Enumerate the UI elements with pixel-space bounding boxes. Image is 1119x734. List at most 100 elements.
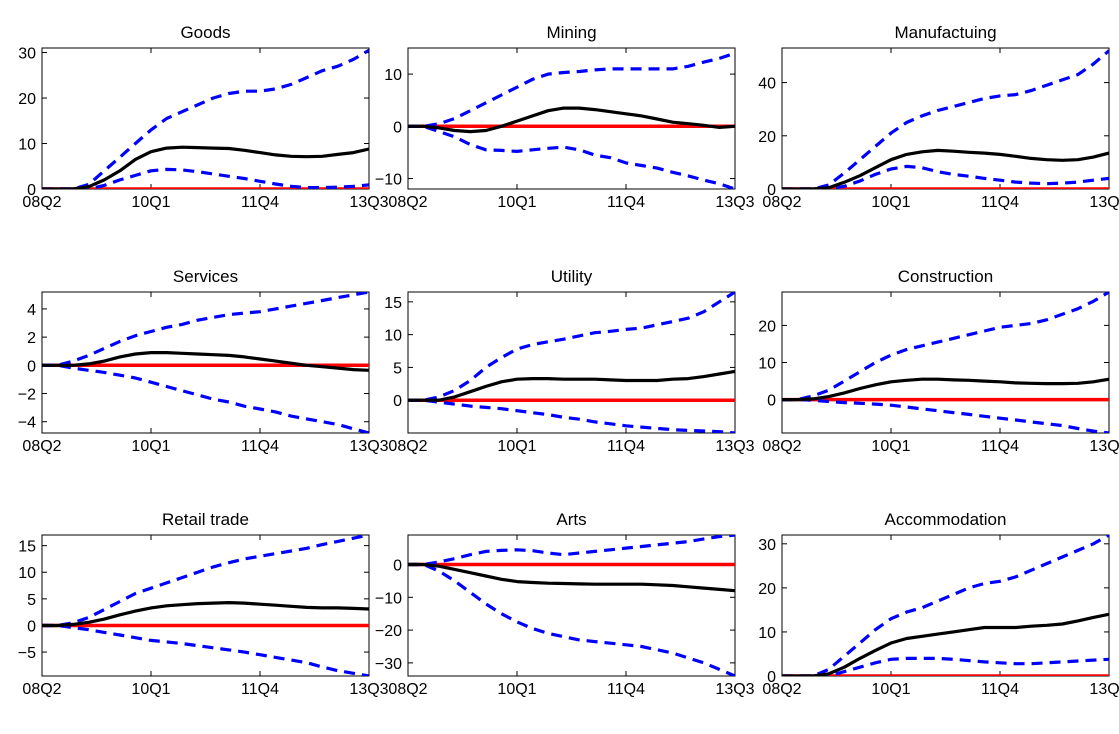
subplot-0: Goods 08Q2 10Q1 11Q4 13Q3 0 10 20 30	[18, 23, 388, 211]
y-tick-label: 15	[18, 539, 36, 556]
upper-band-line	[408, 51, 735, 128]
x-tick-label: 11Q4	[607, 438, 645, 455]
axes-box	[781, 534, 1110, 677]
y-tick-label: 4	[27, 302, 36, 319]
x-tick-label: 08Q2	[762, 438, 801, 455]
upper-band-line	[42, 48, 369, 189]
subplot-5: Construction 08Q2 10Q1 11Q4 13Q3 0 10 20	[758, 267, 1119, 455]
y-tick-label: −5	[18, 645, 36, 662]
upper-band-line	[782, 292, 1109, 402]
x-tick-label: 10Q1	[131, 194, 170, 211]
x-tick-label: 13Q3	[349, 681, 388, 698]
series-group	[408, 292, 735, 433]
series-group	[408, 535, 735, 676]
y-tick-label: −2	[18, 387, 36, 404]
subplot-2: Manufactuing 08Q2 10Q1 11Q4 13Q3 0 20 40	[758, 23, 1119, 211]
subplot-4: Utility 08Q2 10Q1 11Q4 13Q3 0 5 10 15	[384, 267, 754, 455]
y-tick-label: 20	[758, 581, 776, 598]
subplot-title: Retail trade	[162, 510, 249, 529]
estimate-line	[408, 106, 735, 134]
series-group	[42, 48, 369, 189]
x-tick-label: 13Q3	[349, 194, 388, 211]
series-group	[782, 292, 1109, 433]
x-tick-label: 11Q4	[981, 194, 1019, 211]
axes-box	[41, 47, 370, 190]
lower-band-line	[42, 167, 369, 189]
x-tick-label: 13Q3	[1089, 438, 1119, 455]
subplot-title: Mining	[546, 23, 596, 42]
subplot-title: Manufactuing	[894, 23, 996, 42]
subplot-6: Retail trade 08Q2 10Q1 11Q4 13Q3 −5 0 5 10 15	[18, 510, 389, 698]
x-tick-label: 11Q4	[607, 194, 645, 211]
upper-band-line	[408, 535, 735, 567]
estimate-line	[42, 145, 369, 189]
upper-band-line	[782, 49, 1109, 189]
y-tick-label: 0	[767, 669, 776, 686]
y-tick-label: 5	[27, 592, 36, 609]
y-tick-label: 40	[758, 76, 776, 93]
subplot-3: Services 08Q2 10Q1 11Q4 13Q3 −4 −2 0 2 4	[18, 267, 389, 455]
estimate-line	[42, 351, 369, 372]
lower-band-line	[782, 164, 1109, 189]
x-tick-label: 10Q1	[131, 438, 170, 455]
series-group	[782, 535, 1109, 676]
x-tick-label: 08Q2	[762, 681, 801, 698]
x-tick-label: 11Q4	[241, 438, 279, 455]
y-tick-label: 20	[758, 318, 776, 335]
x-tick-label: 13Q3	[715, 438, 754, 455]
x-tick-label: 11Q4	[241, 681, 279, 698]
y-tick-label: 30	[18, 46, 36, 63]
x-tick-label: 10Q1	[871, 681, 910, 698]
y-tick-label: 20	[18, 91, 36, 108]
subplot-title: Accommodation	[885, 510, 1007, 529]
axes-box	[41, 534, 370, 677]
series-group	[42, 535, 369, 676]
upper-band-line	[42, 535, 369, 628]
x-tick-label: 13Q3	[1089, 681, 1119, 698]
y-tick-label: 0	[393, 119, 402, 136]
lower-band-line	[408, 124, 735, 189]
y-tick-label: 2	[27, 330, 36, 347]
y-tick-label: 10	[18, 565, 36, 582]
y-tick-label: 0	[27, 358, 36, 375]
series-group	[408, 51, 735, 189]
lower-band-line	[782, 398, 1109, 433]
y-tick-label: 20	[758, 129, 776, 146]
estimate-line	[408, 369, 735, 402]
x-tick-label: 10Q1	[497, 194, 536, 211]
x-tick-label: 10Q1	[871, 438, 910, 455]
x-tick-label: 08Q2	[22, 194, 61, 211]
y-tick-label: 0	[27, 618, 36, 635]
axes-box	[407, 47, 736, 190]
y-tick-label: −20	[375, 623, 402, 640]
y-tick-label: 0	[767, 393, 776, 410]
x-tick-label: 11Q4	[981, 681, 1019, 698]
estimate-line	[782, 148, 1109, 189]
subplot-1: Mining 08Q2 10Q1 11Q4 13Q3 −10 0 10	[375, 23, 755, 211]
y-tick-label: 0	[27, 182, 36, 199]
lower-band-line	[42, 623, 369, 676]
subplot-title: Construction	[898, 267, 993, 286]
y-tick-label: 0	[393, 558, 402, 575]
y-tick-label: −10	[375, 172, 402, 189]
estimate-line	[782, 377, 1109, 402]
lower-band-line	[408, 398, 735, 433]
series-group	[42, 292, 369, 433]
y-tick-label: 10	[18, 137, 36, 154]
x-tick-label: 08Q2	[22, 438, 61, 455]
axes-box	[407, 534, 736, 677]
x-tick-label: 13Q3	[349, 438, 388, 455]
y-tick-label: 10	[384, 328, 402, 345]
y-tick-label: 0	[393, 393, 402, 410]
y-tick-label: 15	[384, 295, 402, 312]
axes-box	[407, 291, 736, 434]
x-tick-label: 10Q1	[497, 681, 536, 698]
x-tick-label: 08Q2	[388, 194, 427, 211]
x-tick-label: 08Q2	[388, 438, 427, 455]
estimate-line	[782, 612, 1109, 676]
x-tick-label: 10Q1	[871, 194, 910, 211]
subplot-8: Accommodation 08Q2 10Q1 11Q4 13Q3 0 10 20 30	[758, 510, 1119, 698]
estimate-line	[42, 600, 369, 628]
subplot-title: Services	[173, 267, 238, 286]
